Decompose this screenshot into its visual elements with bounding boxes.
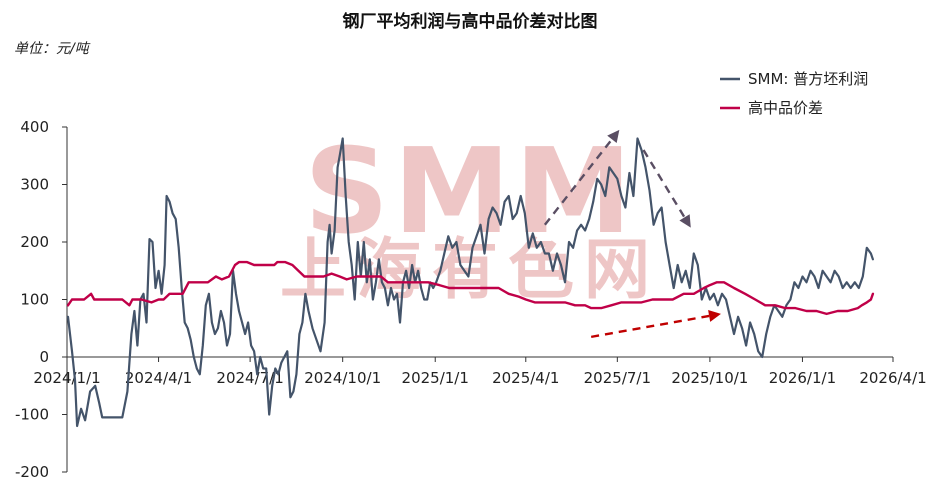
x-tick-label: 2024/4/1 [125, 369, 192, 387]
annotation-arrow-head [607, 129, 620, 144]
unit-label: 单位：元/吨 [14, 41, 91, 57]
annotation-arrow-head [708, 310, 721, 322]
annotation-arrow-head [679, 214, 691, 228]
annotation-arrow-line [590, 314, 710, 339]
y-tick-label: -200 [15, 463, 49, 481]
legend-label: 高中品价差 [748, 99, 823, 117]
x-tick-label: 2024/1/1 [33, 369, 100, 387]
x-tick-label: 2025/4/1 [492, 369, 559, 387]
y-tick-label: -100 [15, 406, 49, 424]
y-tick-label: 400 [20, 118, 49, 136]
series-line-2 [66, 260, 875, 316]
x-tick-label: 2026/4/1 [859, 369, 926, 387]
y-tick-label: 100 [20, 291, 49, 309]
annotation-arrow-line [642, 149, 686, 219]
x-tick-label: 2024/10/1 [304, 369, 381, 387]
legend-label: SMM: 普方坯利润 [748, 70, 868, 88]
annotation-layer [543, 129, 721, 339]
x-tick-label: 2025/10/1 [671, 369, 748, 387]
y-tick-label: 0 [39, 348, 49, 366]
x-tick-label: 2026/1/1 [769, 369, 836, 387]
chart-title: 钢厂平均利润与高中品价差对比图 [343, 11, 598, 32]
y-tick-label: 300 [20, 176, 49, 194]
x-axis: 2024/1/1 2024/4/1 2024/7/1 2024/10/1 2025/1/… [33, 356, 927, 387]
x-tick-label: 2025/7/1 [584, 369, 651, 387]
x-tick-label: 2025/1/1 [402, 369, 469, 387]
series-line-1 [66, 137, 874, 428]
watermark-logo: SMM [304, 122, 636, 260]
y-tick-label: 200 [20, 233, 49, 251]
series-layer [66, 137, 875, 428]
y-axis: -200 -100 0 100 200 300 400 [15, 118, 68, 481]
annotation-arrow-line [543, 138, 613, 226]
watermark-text: 上海有色网 [280, 231, 660, 308]
